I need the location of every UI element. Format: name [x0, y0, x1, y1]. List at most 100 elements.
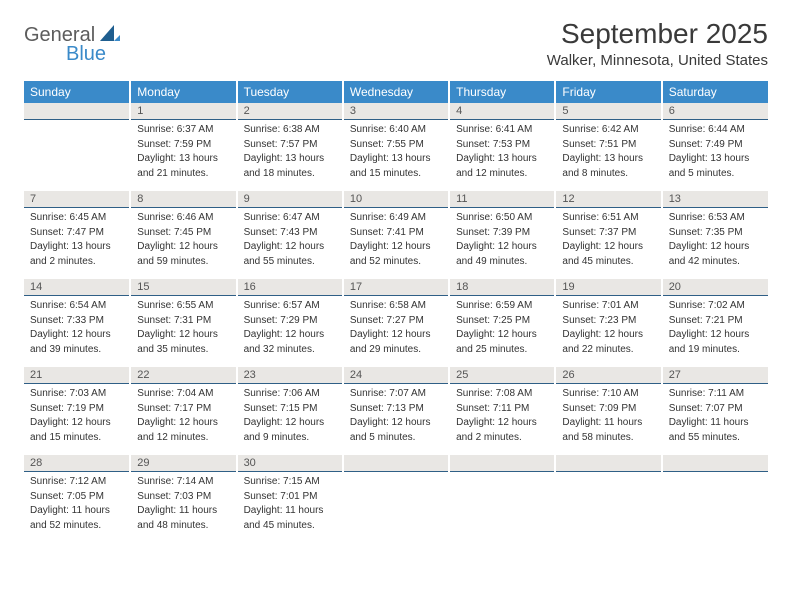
calendar-cell: 4Sunrise: 6:41 AMSunset: 7:53 PMDaylight… [449, 103, 555, 188]
day-content: Sunrise: 7:11 AMSunset: 7:07 PMDaylight:… [663, 384, 768, 449]
day-content: Sunrise: 6:47 AMSunset: 7:43 PMDaylight:… [238, 208, 342, 273]
calendar-week-row: 7 Sunrise: 6:45 AMSunset: 7:47 PM Daylight… [24, 188, 768, 276]
day-content: Sunrise: 7:14 AMSunset: 7:03 PMDaylight:… [131, 472, 235, 537]
day-line: Daylight: 12 hours [137, 328, 229, 342]
day-number-empty [344, 455, 448, 472]
day-line: Sunrise: 6:50 AM [456, 211, 548, 225]
day-line: Sunrise: 7:15 AM [244, 475, 336, 489]
logo-text-blue: Blue [66, 43, 120, 66]
day-line: and 18 minutes. [244, 167, 336, 181]
day-line: Sunrise: 6:53 AM [669, 211, 762, 225]
day-content: Sunrise: 6:44 AMSunset: 7:49 PMDaylight:… [663, 120, 768, 185]
calendar-cell: 16Sunrise: 6:57 AMSunset: 7:29 PMDayligh… [237, 276, 343, 364]
day-header: Tuesday [237, 81, 343, 103]
day-line: Daylight: 13 hours [350, 152, 442, 166]
calendar-cell: 1Sunrise: 6:37 AMSunset: 7:59 PMDaylight… [130, 103, 236, 188]
day-line: Sunset: 7:43 PM [244, 226, 336, 240]
day-line: Sunset: 7:39 PM [456, 226, 548, 240]
day-line: Sunset: 7:57 PM [244, 138, 336, 152]
calendar-cell: 25Sunrise: 7:08 AMSunset: 7:11 PMDayligh… [449, 364, 555, 452]
day-content: Sunrise: 6:37 AMSunset: 7:59 PMDaylight:… [131, 120, 235, 185]
day-content-empty [344, 472, 448, 527]
day-line: Sunset: 7:35 PM [669, 226, 762, 240]
calendar-cell: 24Sunrise: 7:07 AMSunset: 7:13 PMDayligh… [343, 364, 449, 452]
calendar-cell: 3 Sunrise: 6:40 AMSunset: 7:55 PMDaylight… [343, 103, 449, 188]
day-content-empty [24, 120, 129, 175]
day-line: Sunset: 7:19 PM [30, 402, 123, 416]
calendar-week-row: 1Sunrise: 6:37 AMSunset: 7:59 PMDaylight… [24, 103, 768, 188]
day-line: Sunset: 7:09 PM [562, 402, 654, 416]
day-line: Sunrise: 7:11 AM [669, 387, 762, 401]
day-line: and 15 minutes. [350, 167, 442, 181]
day-line: Sunrise: 7:02 AM [669, 299, 762, 313]
day-number-empty [663, 455, 768, 472]
day-line: and 12 minutes. [456, 167, 548, 181]
calendar-cell: 30Sunrise: 7:15 AMSunset: 7:01 PMDayligh… [237, 452, 343, 540]
day-content: Sunrise: 6:49 AMSunset: 7:41 PMDaylight:… [344, 208, 448, 273]
day-line: and 55 minutes. [244, 255, 336, 269]
calendar-week-row: 28Sunrise: 7:12 AMSunset: 7:05 PMDayligh… [24, 452, 768, 540]
day-line: Sunset: 7:25 PM [456, 314, 548, 328]
day-line: Daylight: 12 hours [562, 328, 654, 342]
day-number: 12 [556, 191, 660, 208]
day-line: Sunset: 7:29 PM [244, 314, 336, 328]
day-header: Sunday [24, 81, 130, 103]
header: General Blue September 2025 Walker, Minn… [24, 18, 768, 79]
day-line: Sunset: 7:27 PM [350, 314, 442, 328]
day-line: Sunrise: 6:42 AM [562, 123, 654, 137]
day-line: Sunset: 7:45 PM [137, 226, 229, 240]
day-line: Sunset: 7:23 PM [562, 314, 654, 328]
day-number: 3 [344, 103, 448, 120]
day-line: Sunrise: 7:03 AM [30, 387, 123, 401]
day-line: Daylight: 11 hours [30, 504, 123, 518]
day-line: Daylight: 12 hours [244, 240, 336, 254]
day-line: and 45 minutes. [244, 519, 336, 533]
page-subtitle: Walker, Minnesota, United States [547, 52, 768, 69]
page-title: September 2025 [547, 18, 768, 50]
day-content: Sunrise: 7:02 AMSunset: 7:21 PMDaylight:… [663, 296, 768, 361]
calendar-cell: 11Sunrise: 6:50 AMSunset: 7:39 PMDayligh… [449, 188, 555, 276]
day-line: and 39 minutes. [30, 343, 123, 357]
calendar-cell: 9Sunrise: 6:47 AMSunset: 7:43 PMDaylight… [237, 188, 343, 276]
day-number: 17 [344, 279, 448, 296]
day-line: and 35 minutes. [137, 343, 229, 357]
day-line: Sunset: 7:59 PM [137, 138, 229, 152]
day-line: Daylight: 11 hours [669, 416, 762, 430]
day-line: Daylight: 11 hours [244, 504, 336, 518]
calendar-cell: 22Sunrise: 7:04 AMSunset: 7:17 PMDayligh… [130, 364, 236, 452]
calendar-cell: 28Sunrise: 7:12 AMSunset: 7:05 PMDayligh… [24, 452, 130, 540]
day-number: 23 [238, 367, 342, 384]
day-line: Sunrise: 6:47 AM [244, 211, 336, 225]
calendar-cell [662, 452, 768, 540]
day-line: Sunrise: 6:45 AM [30, 211, 123, 225]
day-line: Sunset: 7:55 PM [350, 138, 442, 152]
day-number: 7 [24, 191, 129, 208]
day-line: and 2 minutes. [30, 255, 123, 269]
day-line: Sunset: 7:13 PM [350, 402, 442, 416]
day-content: Sunrise: 7:15 AMSunset: 7:01 PMDaylight:… [238, 472, 342, 537]
calendar-body: 1Sunrise: 6:37 AMSunset: 7:59 PMDaylight… [24, 103, 768, 540]
calendar-cell: 2Sunrise: 6:38 AMSunset: 7:57 PMDaylight… [237, 103, 343, 188]
day-content-empty [663, 472, 768, 527]
day-line: and 8 minutes. [562, 167, 654, 181]
day-number: 30 [238, 455, 342, 472]
day-line: Sunset: 7:33 PM [30, 314, 123, 328]
day-line: Daylight: 11 hours [137, 504, 229, 518]
day-content: Sunrise: 7:04 AMSunset: 7:17 PMDaylight:… [131, 384, 235, 449]
day-line: Sunset: 7:11 PM [456, 402, 548, 416]
day-content: Sunrise: 6:51 AMSunset: 7:37 PMDaylight:… [556, 208, 660, 273]
calendar-cell: 18Sunrise: 6:59 AMSunset: 7:25 PMDayligh… [449, 276, 555, 364]
day-line: Daylight: 12 hours [456, 328, 548, 342]
day-content-empty [556, 472, 660, 527]
day-line: Sunset: 7:47 PM [30, 226, 123, 240]
day-line: Daylight: 13 hours [562, 152, 654, 166]
calendar-cell: 14Sunrise: 6:54 AMSunset: 7:33 PMDayligh… [24, 276, 130, 364]
calendar-cell: 26Sunrise: 7:10 AMSunset: 7:09 PMDayligh… [555, 364, 661, 452]
day-line: Sunrise: 6:40 AM [350, 123, 442, 137]
day-content: Sunrise: 6:55 AMSunset: 7:31 PMDaylight:… [131, 296, 235, 361]
calendar-cell: 7Sunrise: 6:45 AMSunset: 7:47 PMDaylight… [24, 188, 130, 276]
day-line: Sunset: 7:37 PM [562, 226, 654, 240]
day-line: Sunrise: 6:57 AM [244, 299, 336, 313]
day-line: Sunrise: 7:06 AM [244, 387, 336, 401]
day-number: 19 [556, 279, 660, 296]
